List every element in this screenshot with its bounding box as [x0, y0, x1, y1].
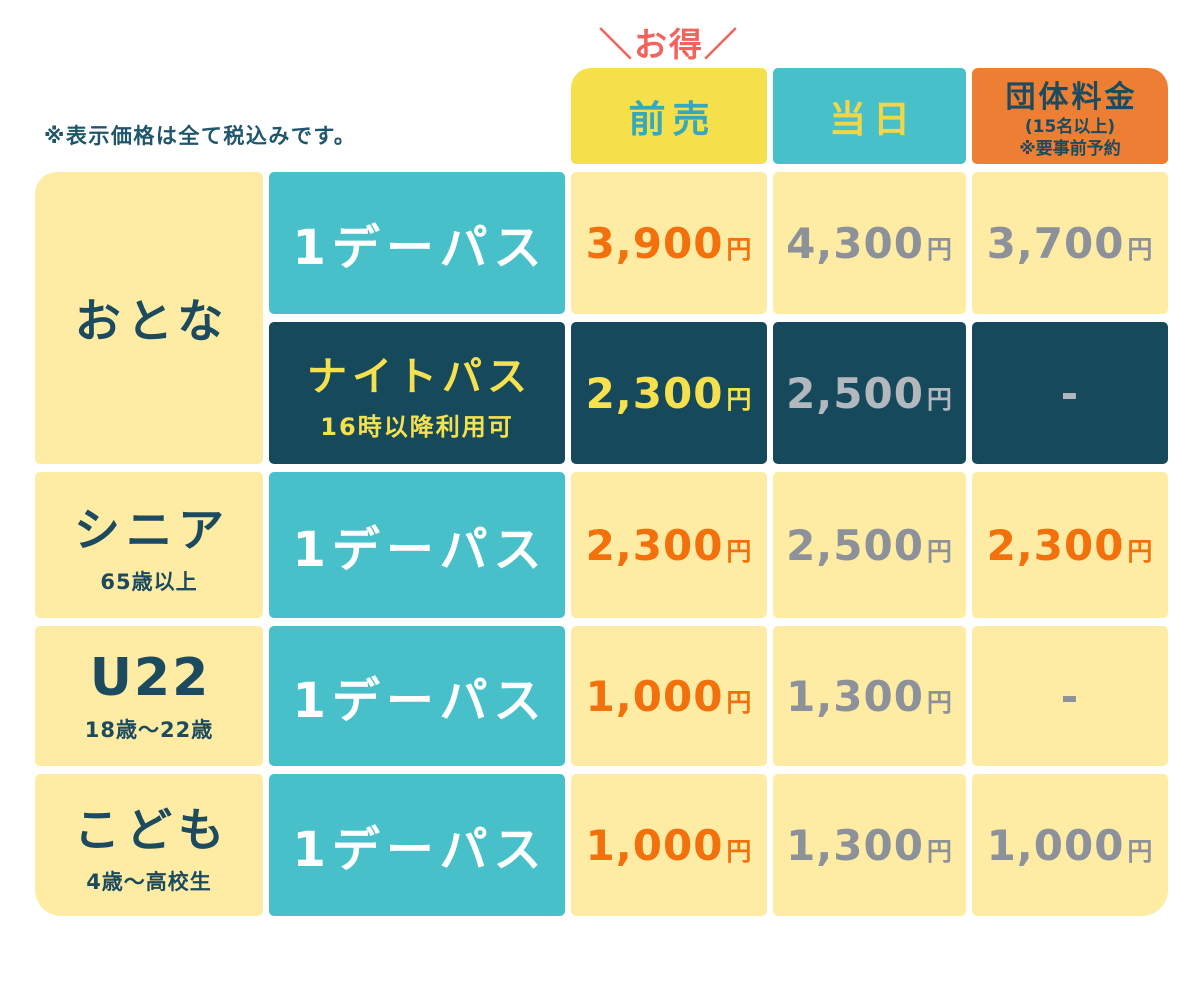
- column-header-advance: 前売: [571, 68, 767, 164]
- group-header-min-size: (15名以上): [1024, 116, 1116, 137]
- price-adult-day-group: 3,700 円: [972, 172, 1168, 314]
- category-u22-age-note: 18歳～22歳: [84, 718, 214, 742]
- yen-suffix: 円: [1127, 234, 1154, 264]
- deal-badge: ＼お得／: [599, 25, 739, 64]
- pass-senior-one-day: 1デーパス: [269, 472, 565, 618]
- pass-u22-one-day-label: 1デーパス: [292, 673, 548, 729]
- yen-suffix: 円: [926, 384, 953, 414]
- yen-suffix: 円: [726, 536, 753, 566]
- price-adult-day-same-day: 4,300 円: [773, 172, 966, 314]
- price-value: 1,000 円: [585, 671, 753, 721]
- yen-suffix: 円: [726, 687, 753, 717]
- pass-child-one-day: 1デーパス: [269, 774, 565, 916]
- yen-suffix: 円: [726, 836, 753, 866]
- category-u22-label: U22: [89, 648, 211, 708]
- column-header-same-day: 当日: [773, 68, 966, 164]
- price-adult-night-group: -: [972, 322, 1168, 464]
- price-child-group: 1,000 円: [972, 774, 1168, 916]
- pass-u22-one-day: 1デーパス: [269, 626, 565, 766]
- yen-suffix: 円: [726, 384, 753, 414]
- pass-child-one-day-label: 1デーパス: [292, 822, 548, 878]
- yen-suffix: 円: [926, 687, 953, 717]
- category-child-age-note: 4歳～高校生: [86, 870, 212, 894]
- group-header-reservation-note: ※要事前予約: [1019, 139, 1121, 159]
- price-value: 3,700 円: [986, 218, 1154, 268]
- price-value: 1,300 円: [786, 671, 953, 721]
- yen-suffix: 円: [926, 536, 953, 566]
- category-senior-label: シニア: [74, 503, 230, 557]
- pricing-table: 前売 当日 団体料金 (15名以上) ※要事前予約 おとな 1デーパス 3,90…: [35, 68, 1168, 916]
- price-dash: -: [1060, 671, 1080, 721]
- pass-senior-one-day-label: 1デーパス: [292, 522, 548, 578]
- yen-suffix: 円: [926, 234, 953, 264]
- yen-suffix: 円: [1127, 536, 1154, 566]
- category-senior-age-note: 65歳以上: [100, 570, 198, 594]
- column-header-group: 団体料金 (15名以上) ※要事前予約: [972, 68, 1168, 164]
- pass-adult-night-label: ナイトパス: [307, 354, 532, 400]
- category-u22: U22 18歳～22歳: [35, 626, 263, 766]
- pass-adult-night: ナイトパス 16時以降利用可: [269, 322, 565, 464]
- pass-adult-one-day: 1デーパス: [269, 172, 565, 314]
- price-value: 2,500 円: [786, 520, 953, 570]
- yen-suffix: 円: [1127, 836, 1154, 866]
- price-value: 2,500 円: [786, 368, 953, 418]
- price-value: 2,300 円: [986, 520, 1154, 570]
- price-value: 3,900 円: [585, 218, 753, 268]
- price-u22-advance: 1,000 円: [571, 626, 767, 766]
- price-senior-group: 2,300 円: [972, 472, 1168, 618]
- pass-adult-one-day-label: 1デーパス: [292, 220, 548, 276]
- price-senior-advance: 2,300 円: [571, 472, 767, 618]
- category-child-label: こども: [74, 803, 230, 857]
- price-senior-same-day: 2,500 円: [773, 472, 966, 618]
- category-senior: シニア 65歳以上: [35, 472, 263, 618]
- pass-adult-night-time-note: 16時以降利用可: [320, 413, 514, 441]
- group-header-label: 団体料金: [1005, 79, 1138, 115]
- price-adult-night-same-day: 2,500 円: [773, 322, 966, 464]
- price-value: 4,300 円: [786, 218, 953, 268]
- price-u22-group: -: [972, 626, 1168, 766]
- price-value: 1,000 円: [986, 820, 1154, 870]
- tax-note: ※表示価格は全て税込みです。: [44, 124, 357, 148]
- same-day-header-label: 当日: [829, 98, 917, 141]
- price-child-advance: 1,000 円: [571, 774, 767, 916]
- price-adult-day-advance: 3,900 円: [571, 172, 767, 314]
- advance-header-label: 前売: [628, 98, 717, 141]
- price-dash: -: [1060, 368, 1080, 418]
- price-value: 1,000 円: [585, 820, 753, 870]
- price-value: 2,300 円: [585, 520, 753, 570]
- yen-suffix: 円: [726, 234, 753, 264]
- price-u22-same-day: 1,300 円: [773, 626, 966, 766]
- price-value: 1,300 円: [786, 820, 953, 870]
- price-child-same-day: 1,300 円: [773, 774, 966, 916]
- price-adult-night-advance: 2,300 円: [571, 322, 767, 464]
- category-adult: おとな: [35, 172, 263, 464]
- price-value: 2,300 円: [585, 368, 753, 418]
- category-adult-label: おとな: [74, 294, 230, 348]
- category-child: こども 4歳～高校生: [35, 774, 263, 916]
- yen-suffix: 円: [926, 836, 953, 866]
